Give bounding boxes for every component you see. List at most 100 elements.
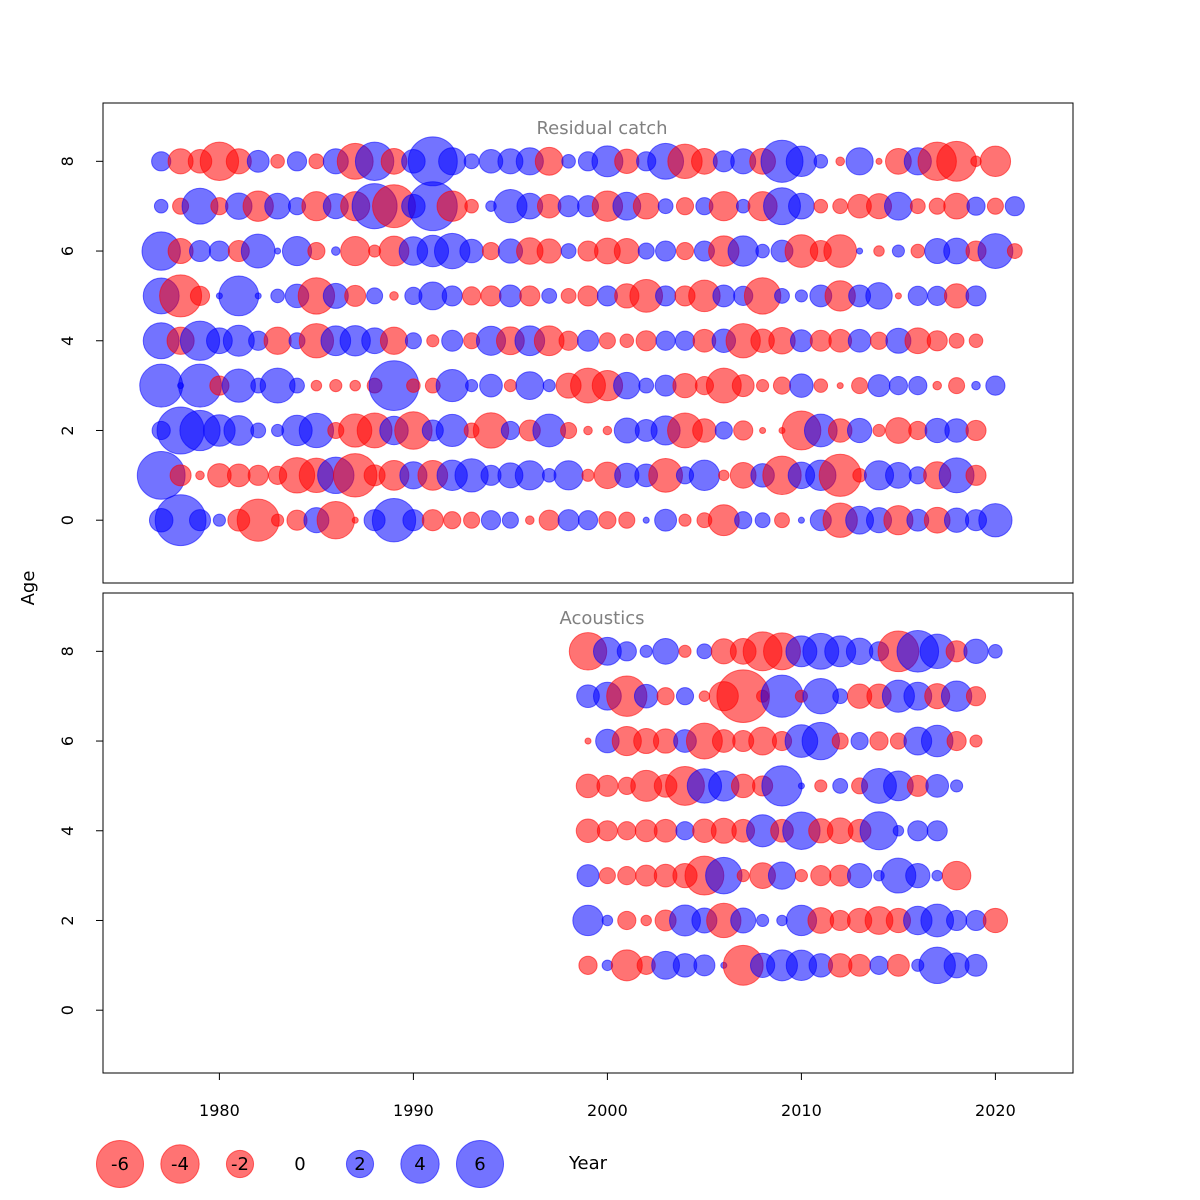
bubble [941, 860, 972, 891]
bubble [514, 460, 545, 491]
panel-title: Acoustics [559, 608, 644, 629]
bubble [943, 283, 970, 309]
bubble [867, 374, 891, 398]
bubble [711, 729, 736, 753]
bubble [894, 292, 902, 300]
bubble [892, 825, 905, 837]
bubble [965, 464, 987, 486]
bubble [946, 909, 968, 932]
bubble [538, 509, 560, 531]
bubble [675, 197, 695, 216]
bubble [847, 328, 872, 353]
bubble [500, 420, 521, 441]
bubble [542, 379, 556, 393]
bubble [969, 734, 983, 748]
x-tick-label: 2020 [975, 1101, 1016, 1120]
bubble [909, 198, 926, 215]
bubble [195, 470, 205, 481]
bubble [875, 157, 883, 165]
bubble [443, 511, 462, 530]
x-axis-title: Year [568, 1153, 608, 1174]
bubble [640, 914, 652, 927]
bubble [850, 731, 869, 751]
bubble [794, 289, 808, 303]
bubble [856, 247, 864, 255]
legend-label: -2 [231, 1154, 249, 1175]
bubble [426, 334, 440, 348]
bubble [310, 379, 323, 392]
bubble [968, 333, 984, 349]
bubble [465, 379, 479, 393]
bubble [329, 379, 343, 393]
bubble [759, 426, 767, 435]
bubble [885, 417, 912, 444]
bubble [655, 285, 677, 307]
bubble [714, 421, 733, 440]
bubble [534, 146, 564, 176]
legend-bubble [345, 1149, 375, 1179]
y-tick-label: 8 [58, 646, 77, 656]
bubble [169, 464, 192, 487]
bubble [576, 329, 600, 352]
bubble [970, 155, 982, 168]
bubble [963, 638, 989, 664]
bubble [402, 509, 425, 532]
bubble [908, 376, 928, 396]
bubble [616, 641, 637, 662]
bubble [461, 286, 482, 306]
bubble [869, 731, 889, 751]
bubble [1006, 243, 1023, 259]
y-tick-label: 6 [58, 736, 77, 746]
bubble [441, 329, 464, 352]
bubble [602, 425, 613, 436]
bubble [932, 380, 942, 391]
bubble [344, 284, 367, 307]
panel-frame [102, 102, 1074, 584]
bubble [869, 331, 889, 350]
bubble [978, 503, 1013, 538]
bubble [845, 637, 874, 666]
bubble [885, 461, 912, 489]
bubble [435, 413, 469, 448]
bubble [572, 904, 604, 937]
bubble [655, 330, 676, 351]
bubble [908, 420, 928, 441]
bubble [598, 511, 617, 530]
bubble [464, 198, 479, 214]
bubble [246, 149, 270, 173]
bubble [813, 378, 829, 393]
y-tick-label: 0 [58, 515, 77, 525]
x-tick-label: 1990 [393, 1101, 434, 1120]
bubble [730, 773, 756, 799]
y-tick-label: 6 [58, 246, 77, 256]
bubble [756, 913, 770, 928]
bubble [560, 243, 577, 259]
bubble [966, 196, 986, 216]
bubble [754, 512, 771, 529]
bubble [688, 459, 721, 492]
bubble [832, 777, 849, 794]
bubble [776, 914, 788, 927]
y-tick-label: 8 [58, 156, 77, 166]
bubble [281, 235, 313, 267]
bubble [436, 190, 468, 222]
bubble [617, 910, 637, 931]
bubble [254, 292, 262, 300]
bubble [584, 737, 592, 745]
bubble [557, 509, 580, 532]
bubble [943, 192, 970, 220]
bubble [846, 417, 873, 444]
bubble [633, 683, 659, 709]
bubble [886, 953, 910, 977]
bubble [421, 509, 444, 532]
legend-label: 4 [414, 1154, 425, 1175]
bubble [536, 238, 562, 264]
bubble [907, 285, 928, 306]
bubble [601, 914, 614, 927]
bubble [873, 245, 885, 257]
bubble [441, 285, 463, 307]
bubble [948, 377, 966, 395]
bubble [672, 953, 698, 978]
bubble [463, 511, 481, 529]
bubble [848, 953, 872, 977]
